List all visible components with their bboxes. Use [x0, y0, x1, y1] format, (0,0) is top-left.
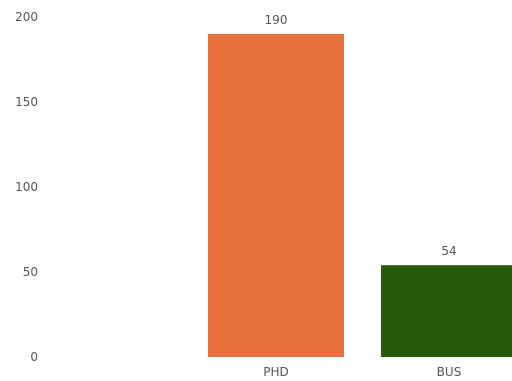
- y-tick-label: 0: [30, 350, 38, 364]
- y-tick-label: 50: [23, 265, 38, 279]
- y-tick-label: 200: [15, 10, 38, 24]
- bar-bus[interactable]: [381, 265, 512, 357]
- x-axis: PHD BUS: [263, 365, 461, 379]
- y-tick-label: 150: [15, 95, 38, 109]
- data-label-bus: 54: [441, 244, 456, 258]
- x-category-label: PHD: [263, 365, 289, 379]
- bars-group: [208, 34, 512, 357]
- x-category-label: BUS: [437, 365, 462, 379]
- bar-phd[interactable]: [208, 34, 344, 357]
- y-axis: 0 50 100 150 200: [15, 10, 38, 364]
- data-label-phd: 190: [265, 13, 288, 27]
- data-labels-group: 190 54: [265, 13, 457, 258]
- y-tick-label: 100: [15, 180, 38, 194]
